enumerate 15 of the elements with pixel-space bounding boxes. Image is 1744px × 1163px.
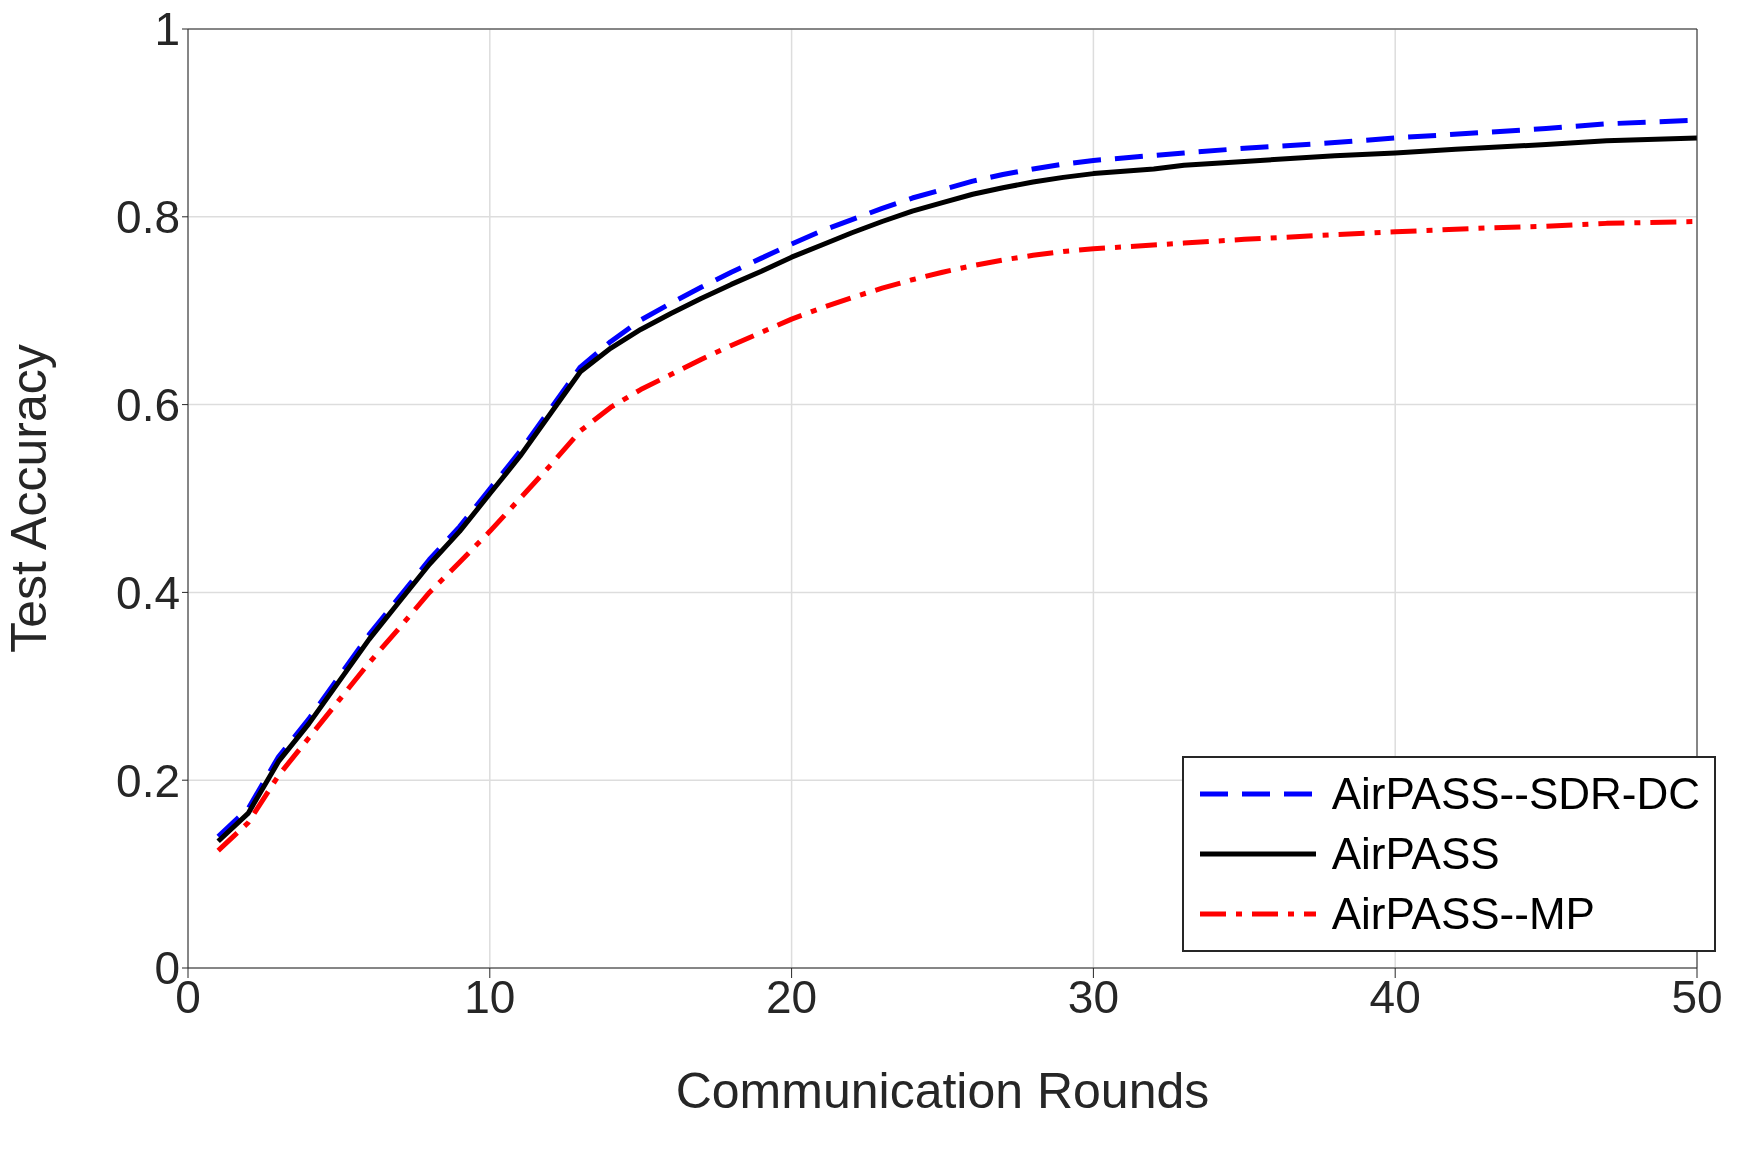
legend-label: AirPASS — [1331, 828, 1500, 880]
y-axis-title: Test Accuracy — [0, 344, 57, 653]
y-tick-label: 0.4 — [116, 566, 180, 619]
x-axis-title: Communication Rounds — [675, 1063, 1210, 1119]
x-tick-label: 10 — [464, 970, 516, 1023]
x-tick-label: 30 — [1067, 970, 1119, 1023]
x-tick-label: 50 — [1671, 970, 1723, 1023]
legend-label: AirPASS--MP — [1331, 888, 1595, 940]
y-tick-label: 0.2 — [116, 754, 180, 807]
y-tick-label: 0.6 — [116, 378, 180, 431]
legend-label: AirPASS--SDR-DC — [1331, 768, 1700, 820]
y-tick-label: 1 — [154, 3, 180, 56]
x-tick-label: 40 — [1369, 970, 1421, 1023]
y-tick-label: 0.8 — [116, 191, 180, 244]
x-tick-label: 20 — [766, 970, 818, 1023]
